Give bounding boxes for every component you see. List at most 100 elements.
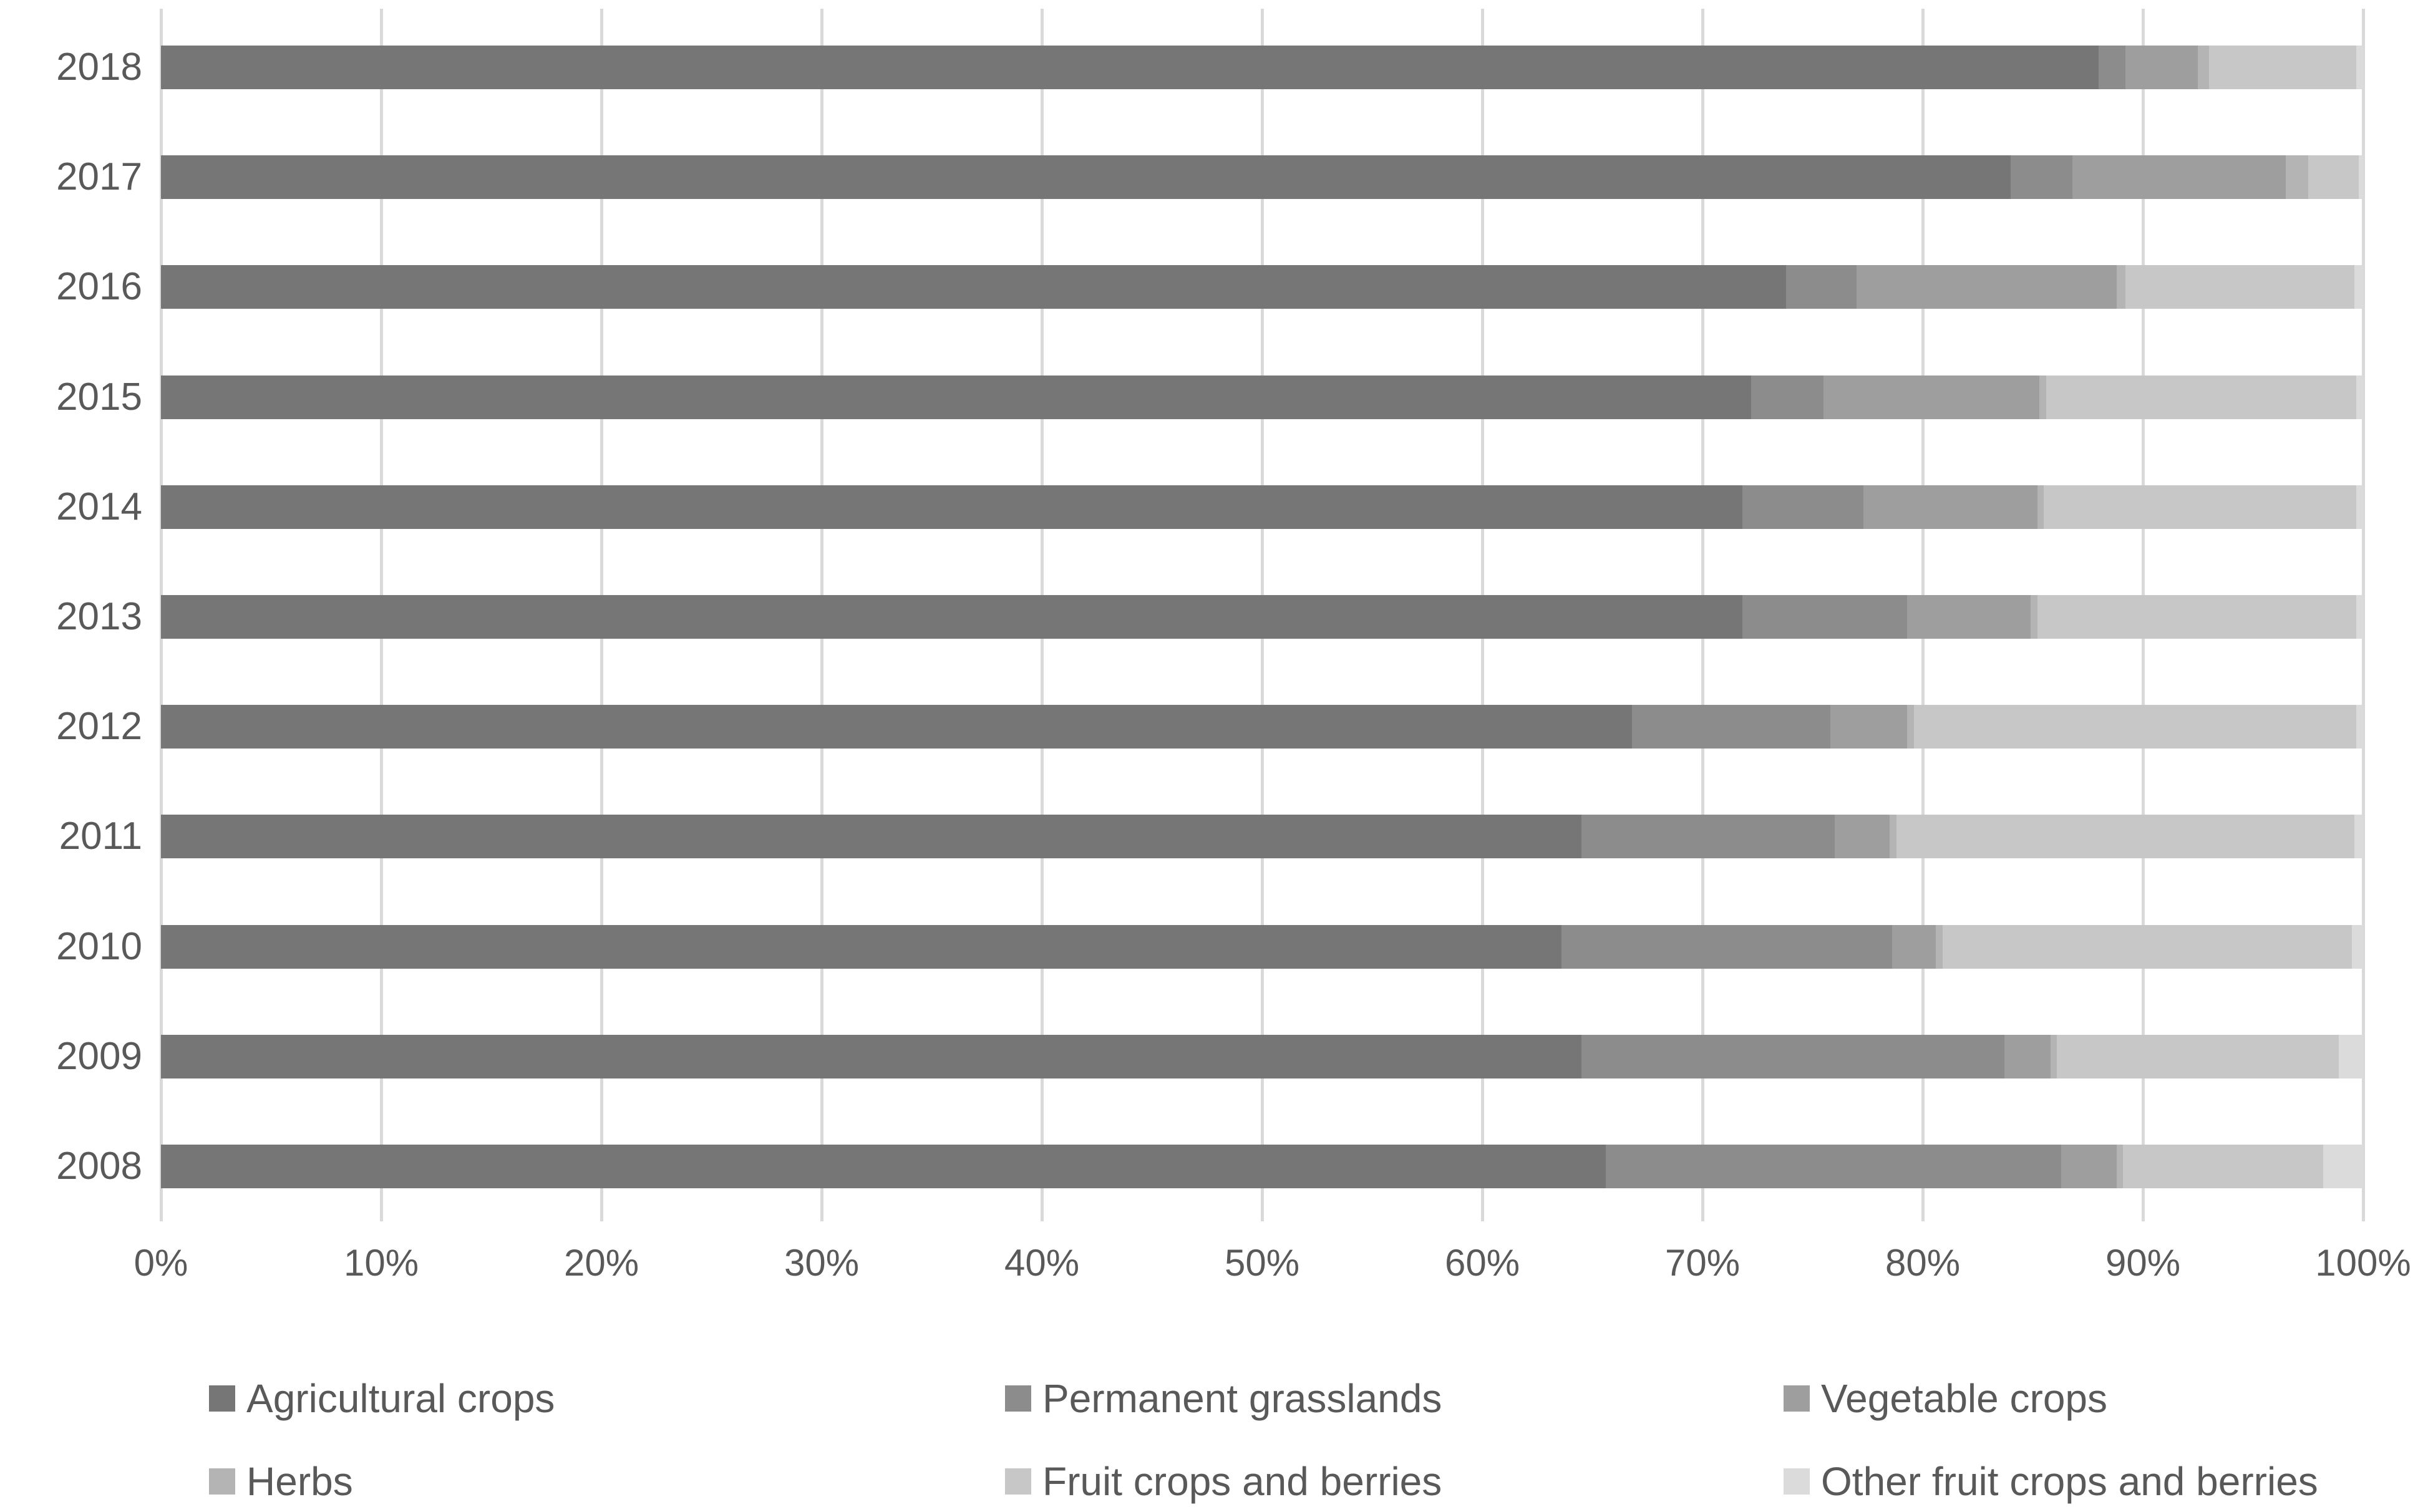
x-axis-label-40%: 40% (1004, 1242, 1080, 1284)
bar-segment-2016-agricultural-crops (161, 265, 1787, 309)
bar-segment-2017-fruit-crops-and-berries (2308, 155, 2359, 200)
bar-segment-2012-herbs (1907, 705, 1914, 749)
legend-label: Other fruit crops and berries (1821, 1459, 2318, 1504)
bar-segment-2012-fruit-crops-and-berries (1913, 705, 2357, 749)
bar-segment-2016-permanent-grasslands (1786, 265, 1857, 309)
bar-segment-2016-other-fruit-crops-and-berries (2354, 265, 2363, 309)
bar-segment-2008-agricultural-crops (161, 1144, 1606, 1188)
bar-segment-2013-permanent-grasslands (1742, 595, 1908, 639)
x-axis-label-90%: 90% (2105, 1242, 2181, 1284)
bar-segment-2011-agricultural-crops (161, 815, 1581, 859)
bar-segment-2013-agricultural-crops (161, 595, 1742, 639)
bar-segment-2017-herbs (2286, 155, 2308, 200)
bar-segment-2009-herbs (2050, 1034, 2057, 1078)
bar-segment-2017-agricultural-crops (161, 155, 2011, 200)
bar-segment-2011-herbs (1890, 815, 1896, 859)
y-axis-label-2010: 2010 (56, 924, 142, 968)
bar-segment-2011-fruit-crops-and-berries (1896, 815, 2354, 859)
y-axis-label-2011: 2011 (59, 815, 142, 858)
y-axis-label-2015: 2015 (56, 375, 142, 419)
bar-segment-2009-fruit-crops-and-berries (2057, 1034, 2339, 1078)
bar-segment-2014-herbs (2037, 485, 2044, 529)
legend-item-other-fruit-crops-and-berries: Other fruit crops and berries (1784, 1461, 2318, 1501)
legend-label: Fruit crops and berries (1042, 1459, 1442, 1504)
bar-segment-2008-permanent-grasslands (1605, 1144, 2062, 1188)
x-axis-label-60%: 60% (1444, 1242, 1520, 1284)
legend-swatch-icon (1784, 1468, 1810, 1495)
bar-segment-2010-herbs (1936, 924, 1943, 969)
bar-segment-2008-fruit-crops-and-berries (2123, 1144, 2324, 1188)
legend-item-herbs: Herbs (209, 1461, 353, 1501)
bar-segment-2011-permanent-grasslands (1581, 815, 1835, 859)
bar-segment-2010-vegetable-crops (1891, 924, 1936, 969)
bar-segment-2011-vegetable-crops (1834, 815, 1890, 859)
x-axis-label-0%: 0% (134, 1242, 188, 1284)
bar-segment-2015-permanent-grasslands (1750, 375, 1824, 419)
y-axis-label-2012: 2012 (56, 705, 142, 749)
legend-swatch-icon (1005, 1468, 1031, 1495)
x-axis-label-70%: 70% (1664, 1242, 1741, 1284)
x-axis-label-100%: 100% (2315, 1242, 2411, 1284)
bar-segment-2016-fruit-crops-and-berries (2125, 265, 2354, 309)
y-axis-label-2018: 2018 (56, 46, 142, 89)
gridline-100% (2362, 9, 2365, 1221)
bar-segment-2017-other-fruit-crops-and-berries (2358, 155, 2363, 200)
x-axis-label-20%: 20% (563, 1242, 639, 1284)
bar-row-2015 (161, 375, 2363, 419)
bar-segment-2018-agricultural-crops (161, 46, 2099, 90)
bar-segment-2013-fruit-crops-and-berries (2037, 595, 2357, 639)
bar-segment-2017-permanent-grasslands (2011, 155, 2073, 200)
legend-swatch-icon (209, 1468, 235, 1495)
legend-item-vegetable-crops: Vegetable crops (1784, 1379, 2107, 1418)
legend-item-fruit-crops-and-berries: Fruit crops and berries (1005, 1461, 1442, 1501)
bar-segment-2013-herbs (2030, 595, 2037, 639)
legend-label: Agricultural crops (246, 1376, 555, 1421)
bar-segment-2014-other-fruit-crops-and-berries (2356, 485, 2363, 529)
bar-segment-2018-vegetable-crops (2125, 46, 2198, 90)
bar-segment-2016-herbs (2116, 265, 2125, 309)
bar-segment-2009-permanent-grasslands (1581, 1034, 2004, 1078)
y-axis-label-2013: 2013 (56, 595, 142, 638)
y-axis-label-2017: 2017 (56, 155, 142, 199)
bar-segment-2012-vegetable-crops (1830, 705, 1908, 749)
legend-label: Permanent grasslands (1042, 1376, 1442, 1421)
bar-segment-2015-agricultural-crops (161, 375, 1751, 419)
x-axis-label-80%: 80% (1885, 1242, 1961, 1284)
bar-segment-2012-permanent-grasslands (1632, 705, 1830, 749)
legend-item-agricultural-crops: Agricultural crops (209, 1379, 555, 1418)
legend-swatch-icon (209, 1385, 235, 1412)
bar-segment-2014-agricultural-crops (161, 485, 1742, 529)
bar-segment-2018-herbs (2198, 46, 2209, 90)
bar-row-2016 (161, 265, 2363, 309)
bar-segment-2013-other-fruit-crops-and-berries (2356, 595, 2363, 639)
x-axis-label-30%: 30% (784, 1242, 860, 1284)
bar-segment-2010-agricultural-crops (161, 924, 1562, 969)
x-axis-label-10%: 10% (343, 1242, 419, 1284)
bar-row-2013 (161, 595, 2363, 639)
bar-segment-2017-vegetable-crops (2072, 155, 2286, 200)
legend-swatch-icon (1005, 1385, 1031, 1412)
bar-row-2012 (161, 705, 2363, 749)
bar-row-2008 (161, 1144, 2363, 1188)
bar-row-2009 (161, 1034, 2363, 1078)
bar-segment-2008-herbs (2116, 1144, 2124, 1188)
bar-segment-2015-herbs (2039, 375, 2046, 419)
bar-segment-2009-agricultural-crops (161, 1034, 1581, 1078)
bar-segment-2014-fruit-crops-and-berries (2044, 485, 2357, 529)
bar-segment-2010-fruit-crops-and-berries (1942, 924, 2353, 969)
bar-segment-2008-other-fruit-crops-and-berries (2323, 1144, 2363, 1188)
bar-segment-2016-vegetable-crops (1857, 265, 2117, 309)
bar-segment-2012-other-fruit-crops-and-berries (2356, 705, 2363, 749)
legend-label: Vegetable crops (1821, 1376, 2107, 1421)
legend-label: Herbs (246, 1459, 353, 1504)
bar-row-2017 (161, 155, 2363, 200)
bar-segment-2013-vegetable-crops (1907, 595, 2031, 639)
bar-row-2010 (161, 924, 2363, 969)
bar-segment-2018-other-fruit-crops-and-berries (2356, 46, 2363, 90)
y-axis-label-2014: 2014 (56, 485, 142, 528)
bar-segment-2014-permanent-grasslands (1742, 485, 1863, 529)
bar-segment-2015-other-fruit-crops-and-berries (2356, 375, 2363, 419)
bar-segment-2009-other-fruit-crops-and-berries (2339, 1034, 2363, 1078)
bar-segment-2018-permanent-grasslands (2099, 46, 2125, 90)
